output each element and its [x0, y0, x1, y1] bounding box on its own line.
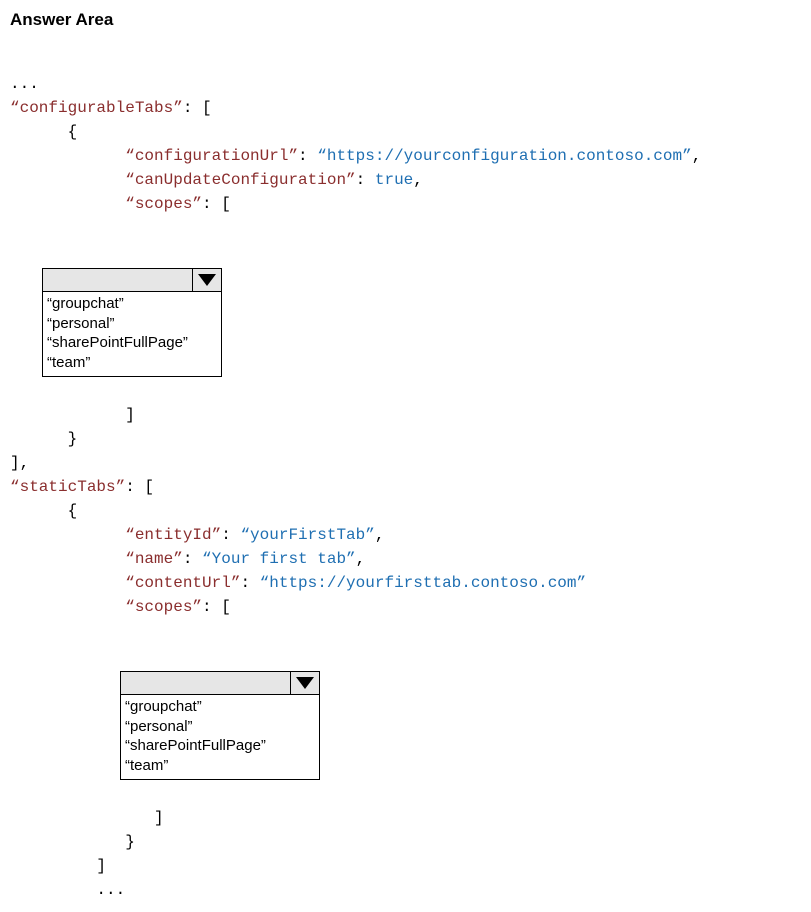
- punct: : [: [202, 195, 231, 213]
- key-scopes-2: “scopes”: [125, 598, 202, 616]
- dropdown-arrow-button-2[interactable]: [290, 672, 319, 694]
- close-bracket: ]: [154, 809, 164, 827]
- val-canUpdateConfiguration: true: [375, 171, 413, 189]
- val-contentUrl: “https://yourfirsttab.contoso.com”: [260, 574, 586, 592]
- ellipsis-bottom: ...: [96, 881, 125, 899]
- dropdown-selected-2[interactable]: [121, 672, 319, 695]
- val-entityId: “yourFirstTab”: [240, 526, 374, 544]
- punct: :: [221, 526, 240, 544]
- punct: :: [240, 574, 259, 592]
- close-array-comma: ],: [10, 454, 29, 472]
- dropdown-option[interactable]: “groupchat”: [125, 697, 315, 717]
- dropdown-selected-1[interactable]: [43, 269, 221, 292]
- key-contentUrl: “contentUrl”: [125, 574, 240, 592]
- val-configurationUrl: “https://yourconfiguration.contoso.com”: [317, 147, 691, 165]
- close-bracket: ]: [125, 406, 135, 424]
- punct: :: [183, 550, 202, 568]
- key-name: “name”: [125, 550, 183, 568]
- key-configurationUrl: “configurationUrl”: [125, 147, 298, 165]
- key-scopes-1: “scopes”: [125, 195, 202, 213]
- chevron-down-icon: [296, 677, 314, 689]
- dropdown-option[interactable]: “groupchat”: [47, 294, 217, 314]
- punct: : [: [202, 598, 231, 616]
- key-configurableTabs: “configurableTabs”: [10, 99, 183, 117]
- close-brace: }: [125, 833, 135, 851]
- key-canUpdateConfiguration: “canUpdateConfiguration”: [125, 171, 355, 189]
- ellipsis-top: ...: [10, 75, 39, 93]
- dropdown-option[interactable]: “team”: [47, 353, 217, 373]
- dropdown-selected-value-2: [121, 672, 290, 694]
- chevron-down-icon: [198, 274, 216, 286]
- comma: ,: [692, 147, 702, 165]
- dropdown-list-2: “groupchat” “personal” “sharePointFullPa…: [121, 695, 319, 779]
- page-title: Answer Area: [10, 10, 801, 30]
- dropdown-selected-value-1: [43, 269, 192, 291]
- dropdown-list-1: “groupchat” “personal” “sharePointFullPa…: [43, 292, 221, 376]
- dropdown-arrow-button-1[interactable]: [192, 269, 221, 291]
- dropdown-option[interactable]: “sharePointFullPage”: [47, 333, 217, 353]
- dropdown-option[interactable]: “personal”: [47, 314, 217, 334]
- dropdown-option[interactable]: “sharePointFullPage”: [125, 736, 315, 756]
- close-bracket: ]: [96, 857, 106, 875]
- punct: : [: [183, 99, 212, 117]
- comma: ,: [413, 171, 423, 189]
- val-name: “Your first tab”: [202, 550, 356, 568]
- punct: :: [298, 147, 317, 165]
- punct: : [: [125, 478, 154, 496]
- key-staticTabs: “staticTabs”: [10, 478, 125, 496]
- scopes-dropdown-2[interactable]: “groupchat” “personal” “sharePointFullPa…: [120, 623, 320, 804]
- dropdown-option[interactable]: “personal”: [125, 717, 315, 737]
- dropdown-option[interactable]: “team”: [125, 756, 315, 776]
- comma: ,: [375, 526, 385, 544]
- key-entityId: “entityId”: [125, 526, 221, 544]
- close-brace: }: [68, 430, 78, 448]
- open-brace: {: [68, 502, 78, 520]
- comma: ,: [356, 550, 366, 568]
- scopes-dropdown-1[interactable]: “groupchat” “personal” “sharePointFullPa…: [42, 220, 222, 401]
- open-brace: {: [68, 123, 78, 141]
- code-block: ... “configurableTabs”: [ { “configurati…: [10, 48, 801, 902]
- punct: :: [356, 171, 375, 189]
